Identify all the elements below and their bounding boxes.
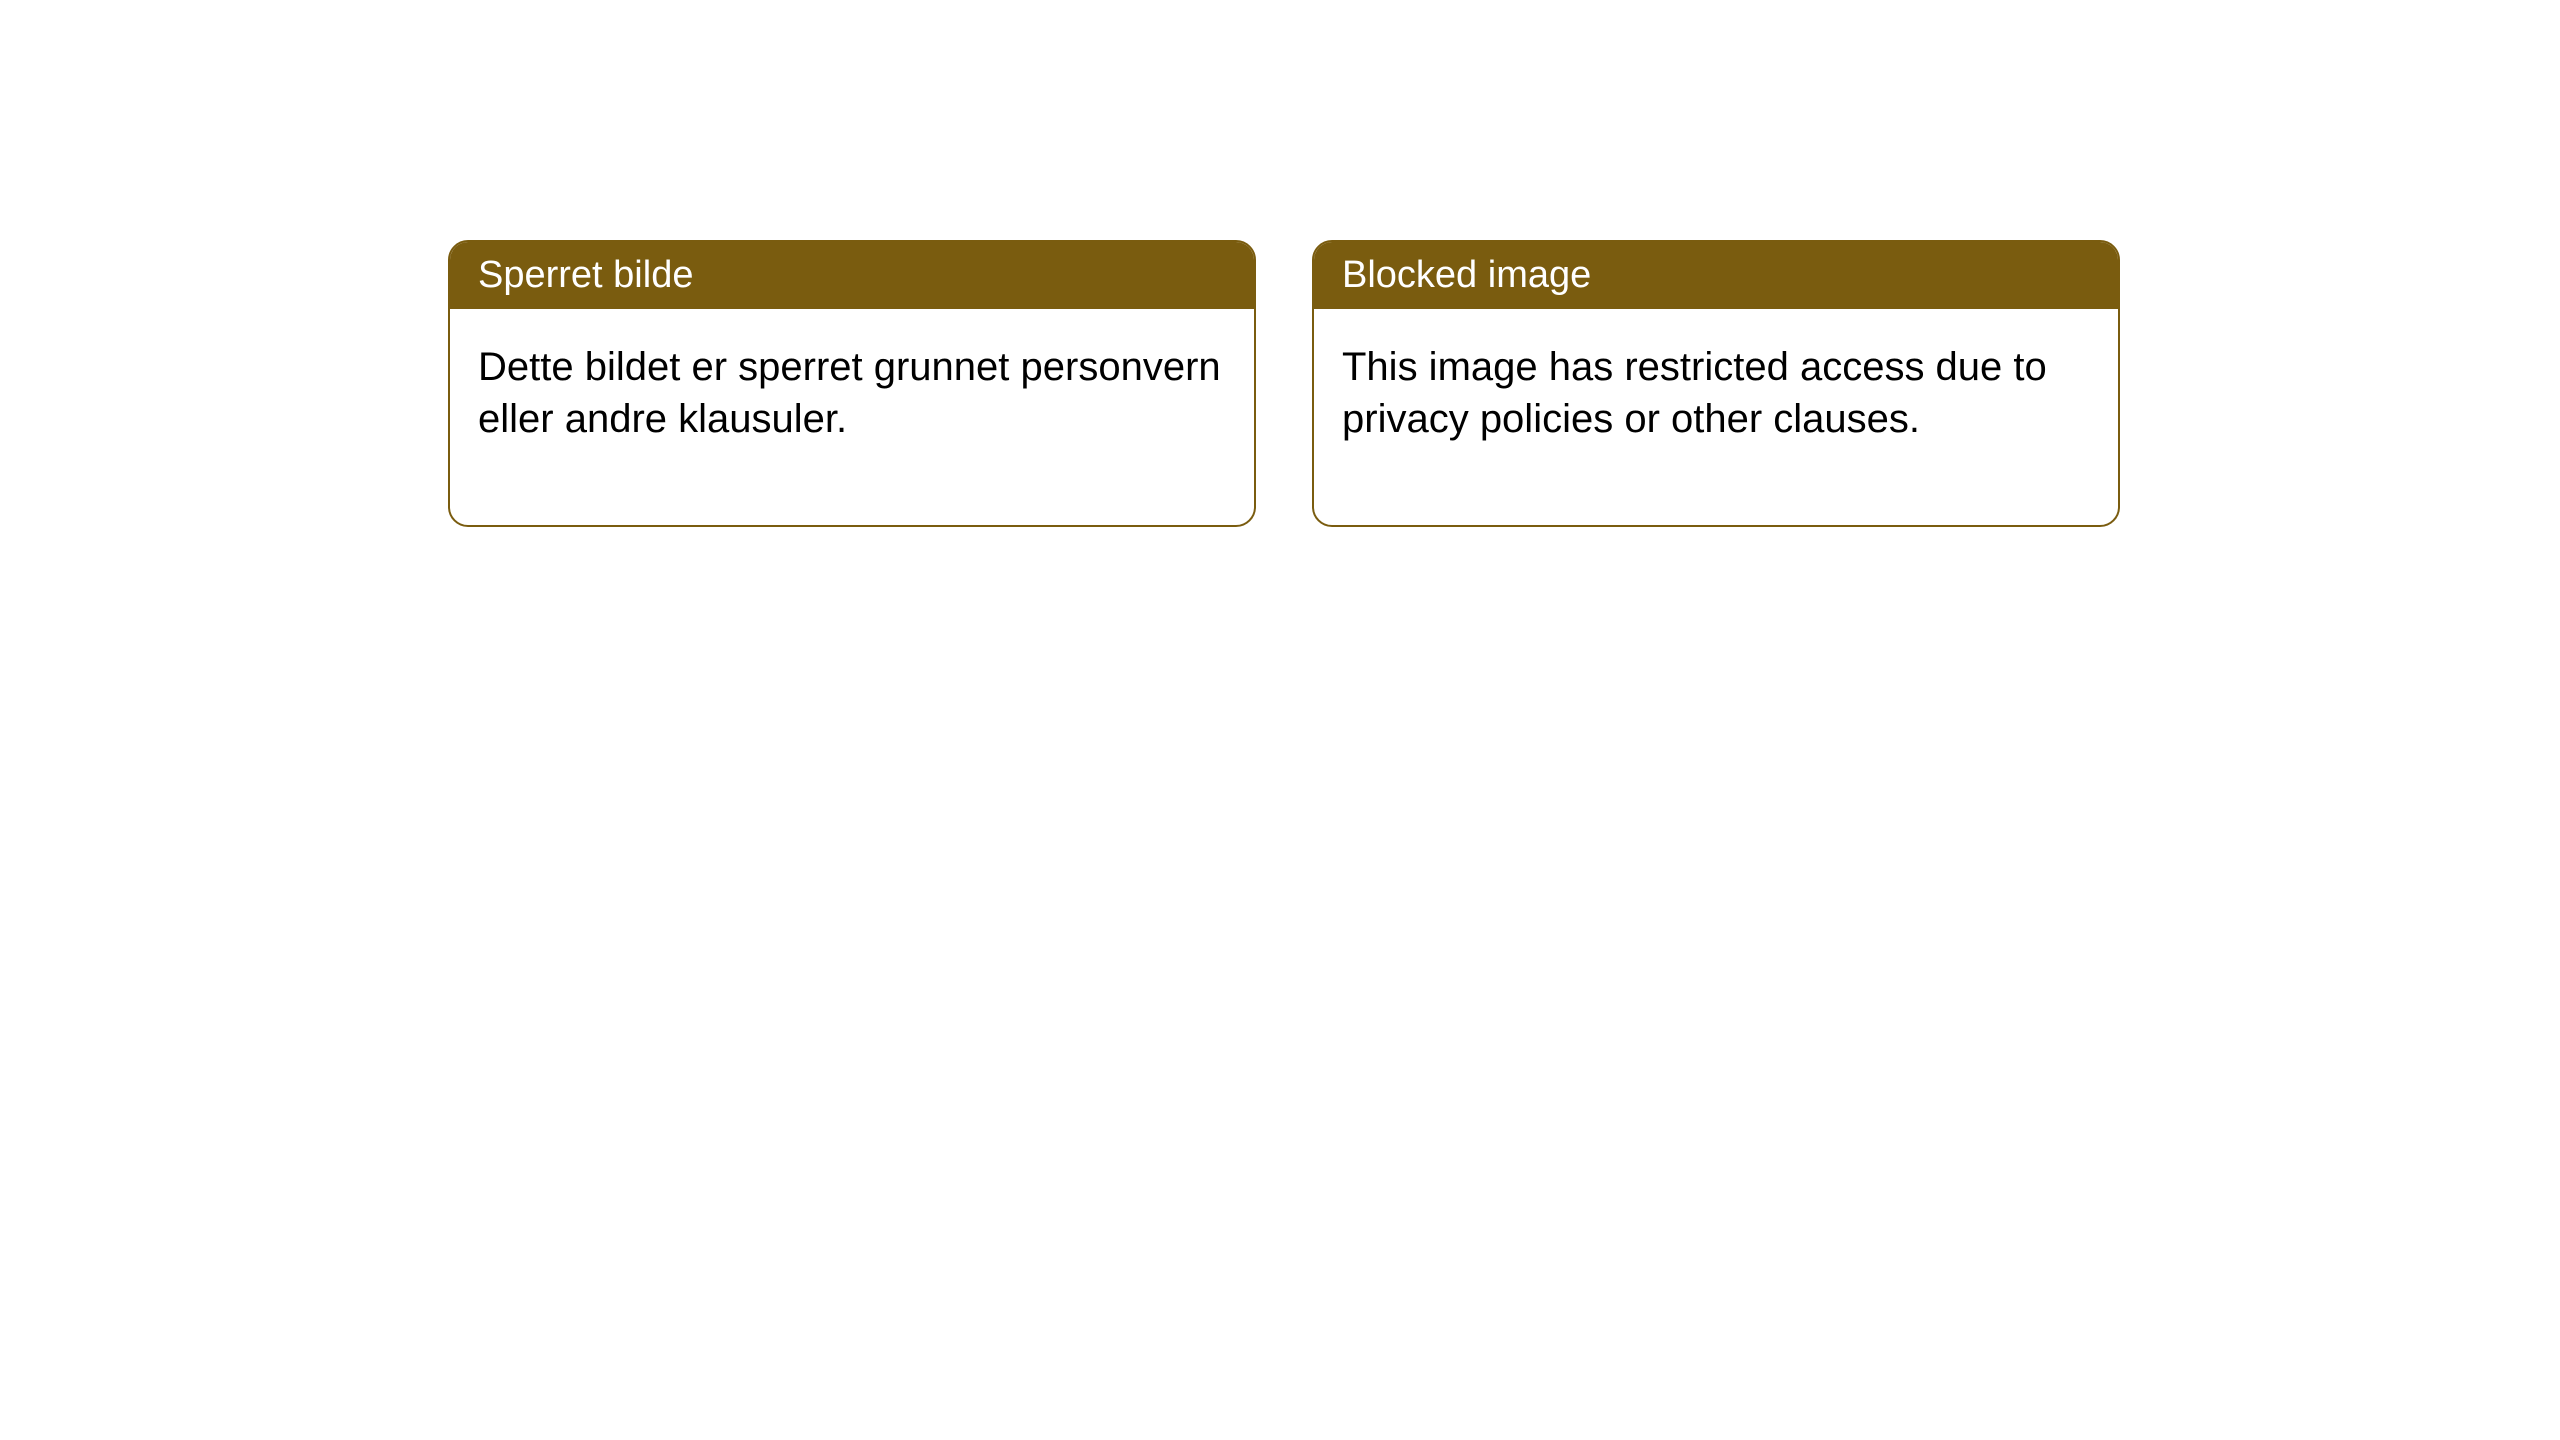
- notice-body: Dette bildet er sperret grunnet personve…: [450, 309, 1254, 525]
- notice-header: Sperret bilde: [450, 242, 1254, 309]
- notice-body-text: This image has restricted access due to …: [1342, 345, 2047, 441]
- notice-body: This image has restricted access due to …: [1314, 309, 2118, 525]
- notice-card-norwegian: Sperret bilde Dette bildet er sperret gr…: [448, 240, 1256, 527]
- notice-header: Blocked image: [1314, 242, 2118, 309]
- notices-container: Sperret bilde Dette bildet er sperret gr…: [448, 240, 2120, 527]
- notice-title: Sperret bilde: [478, 254, 693, 296]
- notice-body-text: Dette bildet er sperret grunnet personve…: [478, 345, 1221, 441]
- notice-card-english: Blocked image This image has restricted …: [1312, 240, 2120, 527]
- notice-title: Blocked image: [1342, 254, 1591, 296]
